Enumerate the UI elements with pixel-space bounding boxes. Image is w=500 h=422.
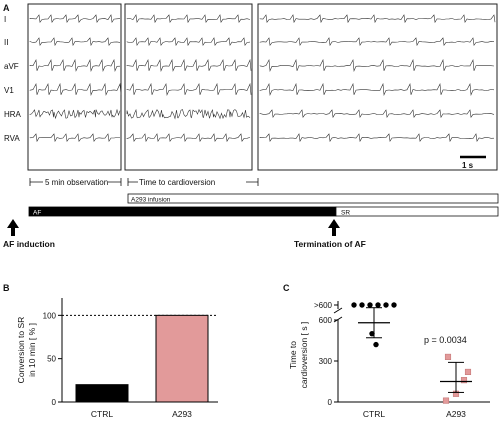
ecg-trace — [259, 37, 495, 47]
b-y-tick-label: 50 — [47, 355, 56, 364]
c-point-ctrl — [373, 341, 379, 348]
c-p-value: p = 0.0034 — [424, 335, 467, 345]
ecg-trace — [29, 133, 120, 143]
lead-label-hra: HRA — [4, 110, 22, 119]
b-bar-a293 — [155, 314, 209, 403]
b-x-label-ctrl: CTRL — [91, 409, 113, 419]
panel-b-letter: B — [3, 283, 10, 293]
ecg-trace — [29, 82, 122, 96]
chart-c: 0 300 600 >600 CTRL A293 p = 0.0034 Time tocard… — [288, 301, 490, 419]
b-y-tick-label: 100 — [43, 311, 57, 320]
infusion-bar — [127, 193, 499, 204]
ecg-trace — [126, 133, 251, 143]
af-bar — [28, 206, 337, 217]
ecg-trace — [29, 37, 121, 47]
panel-c-letter: C — [283, 283, 290, 293]
c-point-a293 — [460, 377, 468, 384]
af-label: AF — [33, 210, 41, 217]
ecg-trace — [259, 58, 495, 72]
c-y-axis-label: Time tocardioversion [ s ] — [288, 322, 309, 389]
scale-bar-label: 1 s — [462, 161, 474, 170]
c-point-ctrl — [351, 302, 357, 308]
ecg-trace — [126, 108, 251, 120]
lead-label-rva: RVA — [4, 134, 20, 143]
ecg-trace — [126, 14, 251, 24]
c-point-ctrl — [391, 302, 397, 308]
ecg-box-3 — [257, 3, 498, 171]
c-y-tick-label: 600 — [319, 316, 333, 325]
c-point-ctrl — [367, 302, 373, 308]
c-y-tick-label: 0 — [328, 398, 333, 407]
lead-label-i: I — [4, 15, 6, 24]
ecg-trace — [29, 58, 121, 72]
ecg-trace — [259, 82, 495, 96]
af-induction-label: AF induction — [3, 239, 55, 249]
ecg-trace — [126, 82, 252, 96]
c-point-a293 — [442, 397, 450, 404]
sr-bar — [335, 206, 499, 217]
c-point-a293 — [444, 353, 452, 360]
ecg-trace — [126, 58, 252, 72]
c-x-label-ctrl: CTRL — [363, 409, 385, 419]
c-point-ctrl — [369, 330, 375, 337]
lead-labels: I II aVF V1 HRA RVA — [4, 15, 22, 143]
c-y-tick-label: >600 — [314, 301, 333, 310]
ecg-trace — [29, 108, 121, 120]
b-bar-ctrl — [75, 384, 129, 403]
b-y-axis-label: Conversion to SRin 10 min [ % ] — [16, 317, 37, 384]
ecg-trace — [29, 14, 121, 24]
ecg-recordings — [27, 3, 498, 171]
ecg-box-1 — [27, 3, 122, 171]
b-x-label-a293: A293 — [172, 409, 192, 419]
chart-b: 0 50 100 CTRL A293 Conversion to SRin 10 min … — [16, 298, 218, 419]
ecg-box-2 — [124, 3, 253, 171]
sr-label: SR — [341, 210, 350, 217]
lead-label-ii: II — [4, 38, 8, 47]
c-point-ctrl — [375, 302, 381, 308]
cardioversion-label: Time to cardioversion — [139, 178, 215, 187]
c-point-a293 — [464, 368, 472, 375]
infusion-label: A293 infusion — [131, 197, 171, 204]
ecg-trace — [259, 133, 495, 143]
termination-arrow — [328, 219, 340, 236]
c-axis-break — [333, 307, 343, 314]
panel-a-letter: A — [3, 3, 10, 13]
lead-label-v1: V1 — [4, 86, 14, 95]
lead-label-avf: aVF — [4, 62, 19, 71]
observation-label: 5 min observation — [45, 178, 108, 187]
af-induction-arrow — [7, 219, 19, 236]
c-y-tick-label: 300 — [319, 357, 333, 366]
ecg-trace — [259, 14, 496, 24]
b-y-tick-label: 0 — [52, 398, 57, 407]
ecg-trace — [126, 37, 251, 47]
termination-label: Termination of AF — [294, 239, 366, 249]
c-point-ctrl — [383, 302, 389, 308]
c-point-ctrl — [359, 302, 365, 308]
ecg-trace — [259, 109, 495, 119]
c-x-label-a293: A293 — [446, 409, 466, 419]
